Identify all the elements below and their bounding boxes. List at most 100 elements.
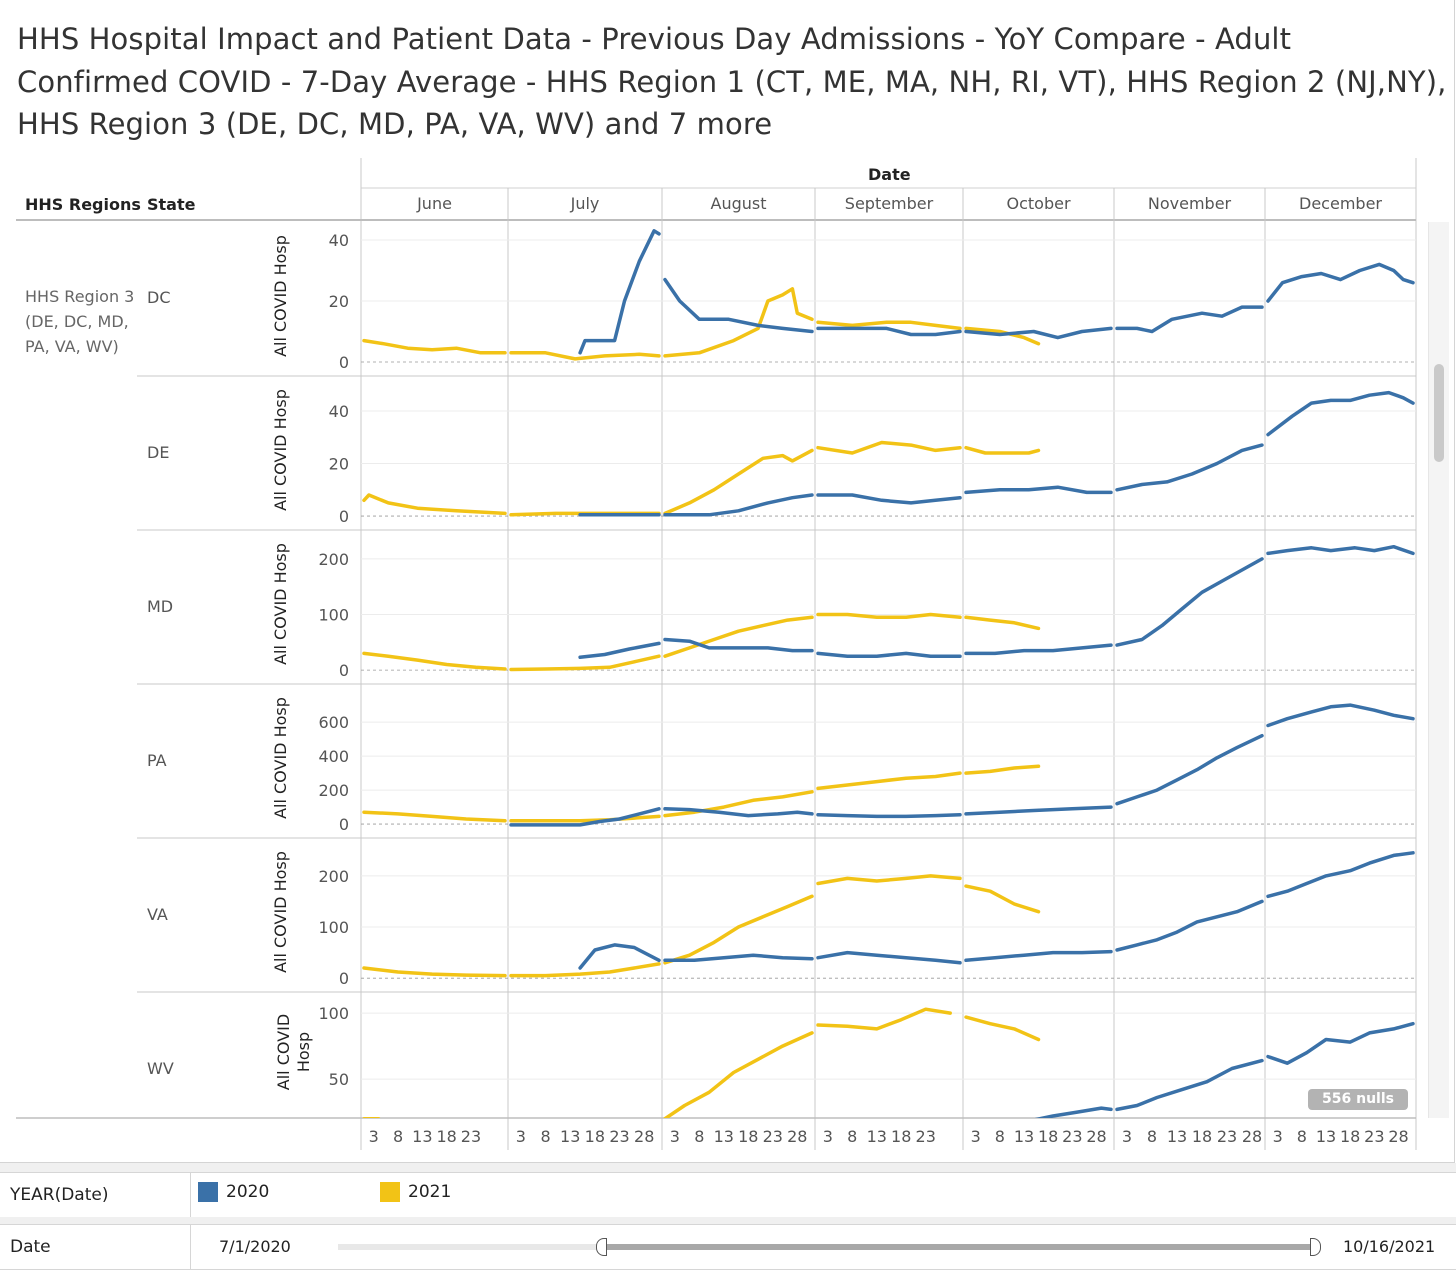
series-line-2021-md-june[interactable] [362,651,507,671]
series-line-2021-wv-october[interactable] [964,1015,1041,1042]
series-line-2020-pa-november[interactable] [1115,733,1264,806]
month-header-july: July [570,194,600,213]
legend-swatch-2021[interactable] [380,1182,400,1202]
x-tick-label: 18 [1192,1127,1212,1146]
series-line-2020-pa-december[interactable] [1266,703,1415,728]
series-line-2021-md-august[interactable] [663,615,814,658]
series-line-2020-pa-july[interactable] [509,807,661,827]
series-line-2021-md-october[interactable] [964,615,1041,631]
series-line-2020-va-november[interactable] [1115,899,1264,952]
legend-label-2021[interactable]: 2021 [408,1182,452,1202]
x-tick-label: 28 [634,1127,654,1146]
series-line-2021-de-august[interactable] [663,448,814,516]
y-tick-label: 100 [318,606,349,625]
series-line-2020-md-july[interactable] [578,641,661,660]
series-line-2020-wv-december[interactable] [1266,1021,1415,1065]
x-tick-label: 18 [891,1127,911,1146]
series-line-2020-md-december[interactable] [1266,544,1415,556]
series-line-2020-dc-november[interactable] [1115,305,1264,334]
series-line-2020-wv-october[interactable] [1034,1106,1113,1120]
series-line-2021-pa-august[interactable] [663,790,814,818]
series-line-2021-de-october[interactable] [964,445,1041,455]
y-tick-label: 400 [318,747,349,766]
filter-start-date[interactable]: 7/1/2020 [219,1237,291,1256]
series-line-2020-md-october[interactable] [964,643,1113,656]
series-line-2020-pa-september[interactable] [816,812,962,819]
legend-label-2020[interactable]: 2020 [226,1182,270,1202]
series-line-2020-de-november[interactable] [1115,443,1264,492]
series-line-2021-de-september[interactable] [816,440,962,455]
y-tick-label: 0 [339,661,349,680]
series-line-2020-wv-november[interactable] [1115,1058,1264,1112]
x-tick-label: 8 [694,1127,704,1146]
series-line-2020-md-september[interactable] [816,651,962,658]
y-tick-label: 600 [318,713,349,732]
series-line-2020-dc-december[interactable] [1266,262,1415,303]
series-line-2020-pa-october[interactable] [964,805,1113,816]
series-line-2020-va-july[interactable] [578,943,661,970]
date-column-header: Date [868,165,911,184]
filter-end-handle[interactable] [1310,1238,1321,1256]
legend-swatch-2020[interactable] [198,1182,218,1202]
series-line-2021-va-august[interactable] [663,894,814,965]
series-line-2021-pa-september[interactable] [816,771,962,791]
series-line-2021-de-june[interactable] [362,493,507,516]
series-line-2021-va-july[interactable] [509,962,661,978]
series-line-2020-md-november[interactable] [1115,557,1264,647]
series-line-2021-dc-june[interactable] [362,338,507,355]
series-line-2021-md-september[interactable] [816,612,962,620]
series-line-2021-dc-august[interactable] [663,287,814,358]
x-tick-label: 28 [1242,1127,1262,1146]
y-tick-label: 200 [318,781,349,800]
series-line-2020-va-september[interactable] [816,950,962,965]
x-tick-label: 8 [540,1127,550,1146]
series-line-2021-va-october[interactable] [964,884,1041,914]
series-line-2021-wv-september[interactable] [816,1007,952,1031]
series-line-2021-pa-october[interactable] [964,764,1041,775]
x-tick-label: 28 [1388,1127,1408,1146]
series-line-2020-de-september[interactable] [816,493,962,505]
legend-title: YEAR(Date) [10,1185,109,1205]
filter-start-handle[interactable] [596,1238,607,1256]
nulls-indicator[interactable]: 556 nulls [1308,1089,1408,1110]
x-tick-label: 13 [867,1127,887,1146]
series-line-2021-va-september[interactable] [816,874,962,886]
series-line-2021-pa-july[interactable] [509,814,661,823]
x-tick-label: 28 [787,1127,807,1146]
state-header: State [147,195,196,214]
series-line-2021-va-june[interactable] [362,966,507,978]
x-tick-label: 3 [1273,1127,1283,1146]
series-line-2020-dc-july[interactable] [578,229,661,355]
scrollbar-thumb[interactable] [1434,364,1444,462]
series-line-2020-de-october[interactable] [964,485,1113,495]
region-label: HHS Region 3 (DE, DC, MD, PA, VA, WV) [25,287,135,356]
series-line-2020-de-august[interactable] [663,493,814,517]
filter-end-date[interactable]: 10/16/2021 [1343,1237,1436,1256]
series-line-2020-dc-september[interactable] [816,326,962,337]
state-label-md: MD [147,597,174,616]
y-tick-label: 20 [329,455,349,474]
y-tick-label: 0 [339,353,349,372]
series-line-2020-dc-october[interactable] [964,326,1113,340]
series-line-2021-wv-august[interactable] [663,1031,814,1119]
series-line-2020-va-august[interactable] [663,953,814,963]
series-line-2020-dc-august[interactable] [663,277,814,334]
color-legend: YEAR(Date) 2020 2021 [0,1172,1456,1218]
filter-label: Date [10,1237,51,1257]
series-line-2020-pa-august[interactable] [663,807,814,818]
series-line-2020-md-august[interactable] [663,637,814,653]
series-line-2021-dc-july[interactable] [509,351,661,361]
y-tick-label: 40 [329,231,349,250]
series-line-2021-pa-june[interactable] [362,810,507,823]
vertical-scrollbar[interactable] [1428,222,1449,1118]
series-line-2020-va-december[interactable] [1266,851,1415,899]
series-line-2020-va-october[interactable] [964,949,1113,963]
series-line-2020-de-december[interactable] [1266,390,1415,437]
filter-selected-range[interactable] [604,1244,1316,1250]
series-line-2021-dc-september[interactable] [816,320,962,331]
x-tick-label: 18 [1340,1127,1360,1146]
y-tick-label: 200 [318,867,349,886]
x-tick-label: 13 [1316,1127,1336,1146]
series-line-2021-md-july[interactable] [509,654,661,672]
x-tick-label: 13 [412,1127,432,1146]
